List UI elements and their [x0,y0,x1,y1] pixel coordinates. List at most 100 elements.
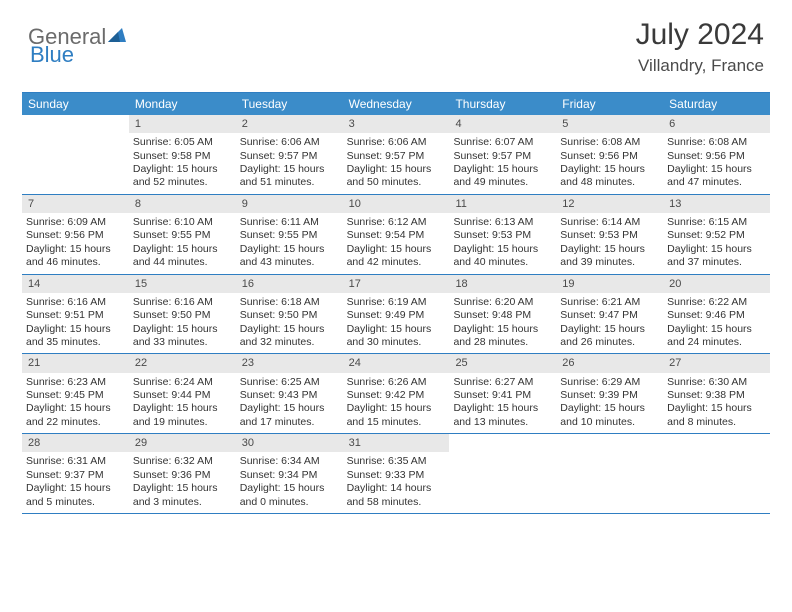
day-number: 30 [236,434,343,452]
sunset-line: Sunset: 9:37 PM [26,469,125,482]
sunrise-line: Sunrise: 6:26 AM [347,376,446,389]
daylight-line: Daylight: 15 hours and 19 minutes. [133,402,232,429]
title-block: July 2024 Villandry, France [636,18,764,76]
sunset-line: Sunset: 9:38 PM [667,389,766,402]
sunrise-line: Sunrise: 6:08 AM [560,136,659,149]
day-header-friday: Friday [556,93,663,115]
sunset-line: Sunset: 9:39 PM [560,389,659,402]
sunrise-line: Sunrise: 6:35 AM [347,455,446,468]
day-number: 18 [449,275,556,293]
day-header-tuesday: Tuesday [236,93,343,115]
day-info: Sunrise: 6:26 AMSunset: 9:42 PMDaylight:… [347,376,446,430]
calendar-cell: 18Sunrise: 6:20 AMSunset: 9:48 PMDayligh… [449,275,556,354]
day-info: Sunrise: 6:09 AMSunset: 9:56 PMDaylight:… [26,216,125,270]
day-number: 23 [236,354,343,372]
sunset-line: Sunset: 9:50 PM [240,309,339,322]
day-info: Sunrise: 6:19 AMSunset: 9:49 PMDaylight:… [347,296,446,350]
daylight-line: Daylight: 15 hours and 42 minutes. [347,243,446,270]
day-number: 6 [663,115,770,133]
daylight-line: Daylight: 14 hours and 58 minutes. [347,482,446,509]
calendar-cell-empty: . [449,434,556,513]
daylight-line: Daylight: 15 hours and 43 minutes. [240,243,339,270]
day-number: 21 [22,354,129,372]
week-row: 14Sunrise: 6:16 AMSunset: 9:51 PMDayligh… [22,275,770,355]
sunrise-line: Sunrise: 6:24 AM [133,376,232,389]
daylight-line: Daylight: 15 hours and 39 minutes. [560,243,659,270]
calendar-cell: 16Sunrise: 6:18 AMSunset: 9:50 PMDayligh… [236,275,343,354]
calendar-cell: 23 Sunrise: 6:25 AMSunset: 9:43 PMDayligh… [236,354,343,433]
sunset-line: Sunset: 9:43 PM [240,389,339,402]
sunrise-line: Sunrise: 6:13 AM [453,216,552,229]
sunset-line: Sunset: 9:53 PM [453,229,552,242]
day-number: 29 [129,434,236,452]
sunset-line: Sunset: 9:50 PM [133,309,232,322]
week-row: 28 Sunrise: 6:31 AMSunset: 9:37 PMDayligh… [22,434,770,514]
sunrise-line: Sunrise: 6:29 AM [560,376,659,389]
daylight-line: Daylight: 15 hours and 10 minutes. [560,402,659,429]
day-number: 20 [663,275,770,293]
daylight-line: Daylight: 15 hours and 40 minutes. [453,243,552,270]
day-info: Sunrise: 6:07 AMSunset: 9:57 PMDaylight:… [453,136,552,190]
sunrise-line: Sunrise: 6:21 AM [560,296,659,309]
sunrise-line: Sunrise: 6:18 AM [240,296,339,309]
day-info: Sunrise: 6:25 AMSunset: 9:43 PMDaylight:… [240,376,339,430]
day-number: 17 [343,275,450,293]
day-number: 22 [129,354,236,372]
week-row: .1Sunrise: 6:05 AMSunset: 9:58 PMDayligh… [22,115,770,195]
day-number: 4 [449,115,556,133]
daylight-line: Daylight: 15 hours and 24 minutes. [667,323,766,350]
daylight-line: Daylight: 15 hours and 17 minutes. [240,402,339,429]
sunset-line: Sunset: 9:58 PM [133,150,232,163]
calendar-cell: 22Sunrise: 6:24 AMSunset: 9:44 PMDayligh… [129,354,236,433]
day-info: Sunrise: 6:23 AMSunset: 9:45 PMDaylight:… [26,376,125,430]
sunset-line: Sunset: 9:53 PM [560,229,659,242]
day-info: Sunrise: 6:31 AMSunset: 9:37 PMDaylight:… [26,455,125,509]
sunrise-line: Sunrise: 6:32 AM [133,455,232,468]
calendar-cell: 4 Sunrise: 6:07 AMSunset: 9:57 PMDaylight… [449,115,556,194]
calendar-cell: 13Sunrise: 6:15 AMSunset: 9:52 PMDayligh… [663,195,770,274]
sunrise-line: Sunrise: 6:20 AM [453,296,552,309]
sunset-line: Sunset: 9:55 PM [240,229,339,242]
day-number: 10 [343,195,450,213]
calendar-cell: 19Sunrise: 6:21 AMSunset: 9:47 PMDayligh… [556,275,663,354]
daylight-line: Daylight: 15 hours and 35 minutes. [26,323,125,350]
sunrise-line: Sunrise: 6:06 AM [240,136,339,149]
day-number: 1 [129,115,236,133]
day-info: Sunrise: 6:32 AMSunset: 9:36 PMDaylight:… [133,455,232,509]
sunrise-line: Sunrise: 6:11 AM [240,216,339,229]
sunset-line: Sunset: 9:52 PM [667,229,766,242]
day-header-thursday: Thursday [449,93,556,115]
daylight-line: Daylight: 15 hours and 37 minutes. [667,243,766,270]
day-info: Sunrise: 6:18 AMSunset: 9:50 PMDaylight:… [240,296,339,350]
sunrise-line: Sunrise: 6:16 AM [133,296,232,309]
sunset-line: Sunset: 9:54 PM [347,229,446,242]
day-info: Sunrise: 6:27 AMSunset: 9:41 PMDaylight:… [453,376,552,430]
day-number: 28 [22,434,129,452]
sunset-line: Sunset: 9:46 PM [667,309,766,322]
day-info: Sunrise: 6:05 AMSunset: 9:58 PMDaylight:… [133,136,232,190]
calendar-cell: 20 Sunrise: 6:22 AMSunset: 9:46 PMDayligh… [663,275,770,354]
calendar-cell: 27Sunrise: 6:30 AMSunset: 9:38 PMDayligh… [663,354,770,433]
calendar-cell: 26Sunrise: 6:29 AMSunset: 9:39 PMDayligh… [556,354,663,433]
calendar-cell: 5Sunrise: 6:08 AMSunset: 9:56 PMDaylight… [556,115,663,194]
sunrise-line: Sunrise: 6:25 AM [240,376,339,389]
sunrise-line: Sunrise: 6:12 AM [347,216,446,229]
day-info: Sunrise: 6:11 AMSunset: 9:55 PMDaylight:… [240,216,339,270]
calendar-cell: 1 Sunrise: 6:05 AMSunset: 9:58 PMDaylight… [129,115,236,194]
day-number: 13 [663,195,770,213]
daylight-line: Daylight: 15 hours and 52 minutes. [133,163,232,190]
calendar-cell: 12Sunrise: 6:14 AMSunset: 9:53 PMDayligh… [556,195,663,274]
sunrise-line: Sunrise: 6:14 AM [560,216,659,229]
daylight-line: Daylight: 15 hours and 32 minutes. [240,323,339,350]
daylight-line: Daylight: 15 hours and 46 minutes. [26,243,125,270]
daylight-line: Daylight: 15 hours and 51 minutes. [240,163,339,190]
day-info: Sunrise: 6:22 AMSunset: 9:46 PMDaylight:… [667,296,766,350]
calendar-cell: 17 Sunrise: 6:19 AMSunset: 9:49 PMDayligh… [343,275,450,354]
daylight-line: Daylight: 15 hours and 33 minutes. [133,323,232,350]
day-number: 25 [449,354,556,372]
sunset-line: Sunset: 9:56 PM [560,150,659,163]
sunrise-line: Sunrise: 6:19 AM [347,296,446,309]
sunrise-line: Sunrise: 6:30 AM [667,376,766,389]
calendar-cell: 25 Sunrise: 6:27 AMSunset: 9:41 PMDayligh… [449,354,556,433]
sunrise-line: Sunrise: 6:05 AM [133,136,232,149]
